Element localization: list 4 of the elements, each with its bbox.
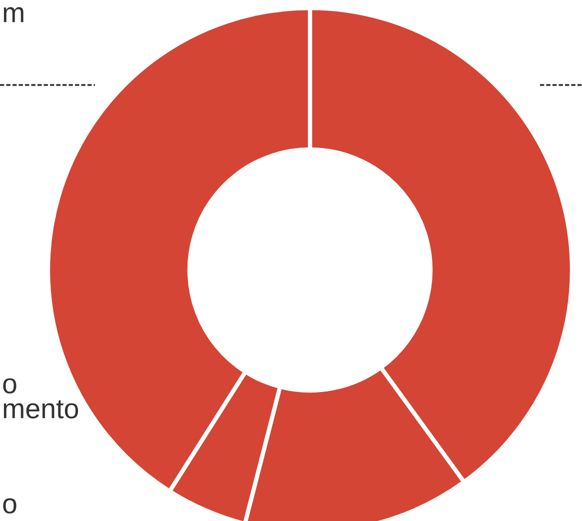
text: mento [4,400,78,418]
text: m [4,7,24,22]
text: o [3,498,16,514]
text: o [3,378,16,394]
